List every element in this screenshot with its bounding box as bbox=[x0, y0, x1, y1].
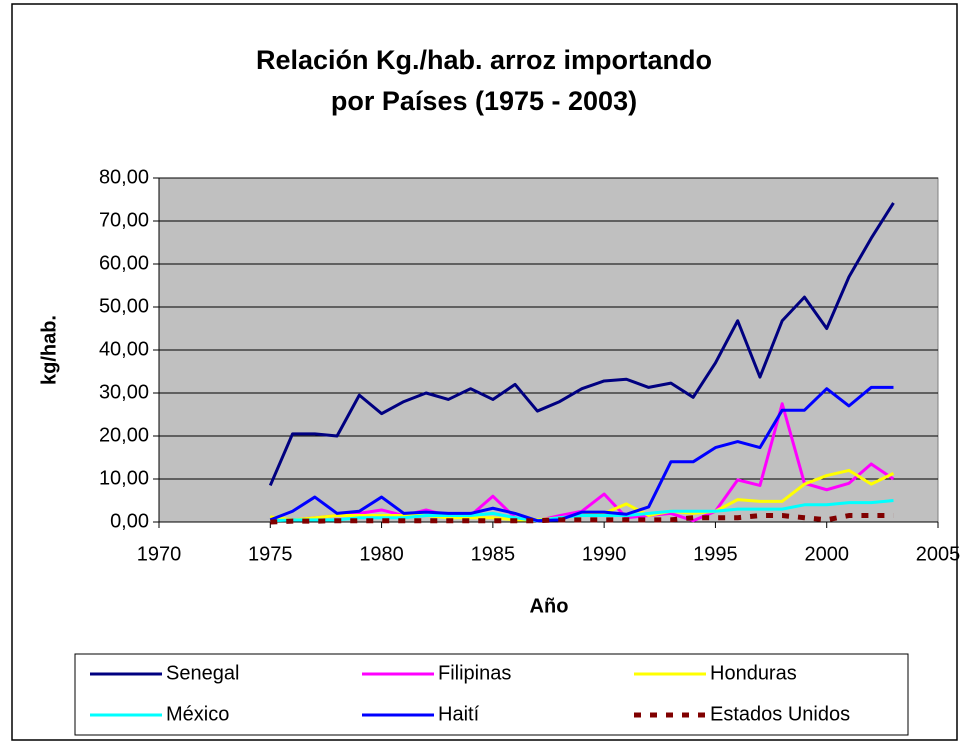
legend-label: Estados Unidos bbox=[710, 703, 850, 725]
y-axis-label: kg/hab. bbox=[38, 315, 60, 385]
x-tick-label: 1980 bbox=[359, 543, 404, 565]
legend-label: Filipinas bbox=[438, 662, 511, 684]
y-tick-label: 30,00 bbox=[99, 381, 149, 403]
x-tick-label: 1990 bbox=[582, 543, 627, 565]
y-tick-label: 20,00 bbox=[99, 424, 149, 446]
legend-label: México bbox=[166, 703, 229, 725]
y-tick-label: 60,00 bbox=[99, 252, 149, 274]
chart-title: Relación Kg./hab. arroz importando bbox=[256, 45, 712, 75]
y-tick-label: 10,00 bbox=[99, 467, 149, 489]
x-tick-label: 1975 bbox=[248, 543, 293, 565]
x-tick-label: 1970 bbox=[137, 543, 182, 565]
x-tick-label: 2005 bbox=[916, 543, 961, 565]
chart-title: por Países (1975 - 2003) bbox=[331, 86, 637, 116]
y-tick-label: 70,00 bbox=[99, 209, 149, 231]
legend-label: Haití bbox=[438, 703, 480, 725]
y-tick-label: 50,00 bbox=[99, 295, 149, 317]
legend-label: Honduras bbox=[710, 662, 797, 684]
series-line bbox=[270, 499, 894, 523]
legend-label: Senegal bbox=[166, 662, 239, 684]
y-tick-label: 40,00 bbox=[99, 338, 149, 360]
y-tick-label: 0,00 bbox=[110, 510, 149, 532]
x-tick-label: 2000 bbox=[804, 543, 849, 565]
x-axis-label: Año bbox=[530, 595, 569, 617]
legend-box bbox=[74, 653, 909, 736]
series-line bbox=[268, 202, 895, 487]
y-tick-label: 80,00 bbox=[99, 166, 149, 188]
x-tick-label: 1985 bbox=[471, 543, 516, 565]
x-tick-label: 1995 bbox=[693, 543, 738, 565]
series-line bbox=[269, 385, 894, 523]
